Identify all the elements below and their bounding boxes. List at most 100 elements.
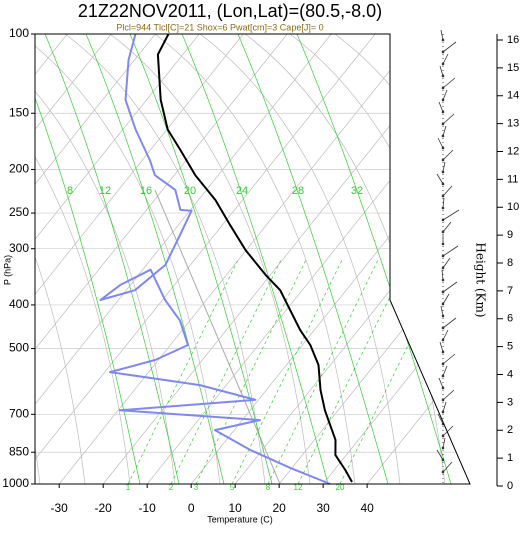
grid-line	[58, 34, 420, 484]
dry-adiabat	[334, 34, 470, 484]
wind-barb	[442, 329, 449, 341]
moist-adiabat	[181, 34, 329, 484]
upper-line-label: 32	[351, 185, 363, 197]
wind-dot	[441, 446, 445, 450]
y-tick-label: 150	[9, 105, 29, 119]
wind-dot	[441, 242, 445, 246]
wind-barb	[438, 101, 444, 113]
wind-dot	[441, 50, 445, 54]
y-tick-label: 200	[9, 162, 29, 176]
wind-barb	[436, 449, 444, 461]
wind-barb	[442, 353, 456, 365]
dry-adiabat	[154, 34, 356, 484]
y2-tick-label: 12	[507, 145, 519, 157]
mixing-ratio-line	[339, 259, 451, 484]
lower-line-label: 2	[169, 483, 174, 492]
wind-barb	[442, 281, 458, 293]
wind-dot	[441, 410, 445, 414]
grid-line	[190, 34, 470, 484]
y-tick-label: 100	[9, 26, 29, 40]
x-tick-label: 30	[316, 501, 330, 515]
wind-dot	[441, 98, 445, 102]
y-tick-label: 700	[9, 406, 29, 420]
wind-dot	[441, 158, 445, 162]
moist-adiabat	[237, 34, 389, 484]
wind-dot	[441, 74, 445, 78]
wind-dot	[441, 302, 445, 306]
wind-barb	[442, 389, 455, 401]
lower-line-label: 12	[294, 483, 303, 492]
upper-line-label: 24	[236, 185, 248, 197]
wind-barb	[442, 293, 450, 305]
wind-barb	[442, 149, 454, 161]
wind-barb	[438, 377, 444, 389]
y2-tick-label: 1	[507, 452, 513, 464]
y2-tick-label: 9	[507, 229, 513, 241]
y-axis-label: P (hPa)	[2, 255, 12, 285]
mixing-ratio-line	[170, 259, 282, 484]
wind-dot	[441, 218, 445, 222]
temperature-line	[156, 33, 353, 483]
wind-dot	[441, 194, 445, 198]
wind-dot	[441, 38, 445, 42]
wind-barb	[442, 185, 453, 197]
dry-adiabat	[64, 34, 266, 484]
wind-barb	[442, 257, 451, 269]
x-tick-label: -10	[139, 501, 157, 515]
wind-dot	[441, 266, 445, 270]
upper-line-label: 16	[140, 185, 152, 197]
lower-line-label: 3	[194, 483, 199, 492]
wind-dot	[441, 386, 445, 390]
y2-tick-label: 8	[507, 257, 513, 269]
y2-tick-label: 5	[507, 341, 513, 353]
x-axis-label: Temperature (C)	[207, 514, 273, 524]
upper-line-label: 28	[292, 185, 304, 197]
wind-dot	[441, 470, 445, 474]
dry-adiabat	[35, 34, 131, 484]
wind-barb	[436, 173, 444, 185]
dry-adiabat	[35, 34, 86, 484]
y2-tick-label: 7	[507, 285, 513, 297]
chart-subtitle: Plcl=944 Tlcl[C]=21 Shox=6 Pwat[cm]=3 Ca…	[116, 22, 323, 32]
wind-barb	[442, 461, 453, 473]
wind-dot	[441, 326, 445, 330]
y-tick-label: 500	[9, 341, 29, 355]
wind-dot	[441, 110, 445, 114]
upper-line-label: 8	[67, 185, 73, 197]
y2-tick-label: 2	[507, 424, 513, 436]
wind-dot	[441, 122, 445, 126]
y-tick-label: 400	[9, 297, 29, 311]
moist-adiabat	[85, 34, 225, 484]
wind-dot	[441, 278, 445, 282]
y2-tick-label: 13	[507, 118, 519, 130]
isotherm	[35, 34, 244, 484]
y-tick-label: 300	[9, 241, 29, 255]
dry-adiabat	[109, 34, 311, 484]
wind-dot	[441, 398, 445, 402]
wind-dot	[441, 314, 445, 318]
wind-dot	[441, 230, 445, 234]
isotherm	[35, 34, 288, 484]
wind-dot	[441, 374, 445, 378]
wind-dot	[441, 458, 445, 462]
y2-tick-label: 6	[507, 313, 513, 325]
isotherm	[35, 34, 332, 484]
wind-dot	[441, 134, 445, 138]
mixing-ratio-line	[297, 259, 409, 484]
x-tick-label: 10	[228, 501, 242, 515]
dry-adiabat	[199, 34, 401, 484]
lower-line-label: 1	[126, 483, 131, 492]
plot-frame	[34, 33, 471, 485]
wind-dot	[441, 182, 445, 186]
lower-line-label: 5	[230, 483, 235, 492]
chart-title: 21Z22NOV2011, (Lon,Lat)=(80.5,-8.0)	[78, 1, 382, 21]
dry-adiabat	[244, 34, 446, 484]
wind-barb	[442, 425, 454, 437]
wind-barb	[442, 89, 448, 101]
wind-barb	[442, 41, 457, 53]
x-tick-label: 0	[188, 501, 195, 515]
y2-tick-label: 14	[507, 90, 519, 102]
moist-adiabat	[129, 34, 273, 484]
wind-dot	[441, 350, 445, 354]
moist-adiabat	[296, 34, 452, 484]
